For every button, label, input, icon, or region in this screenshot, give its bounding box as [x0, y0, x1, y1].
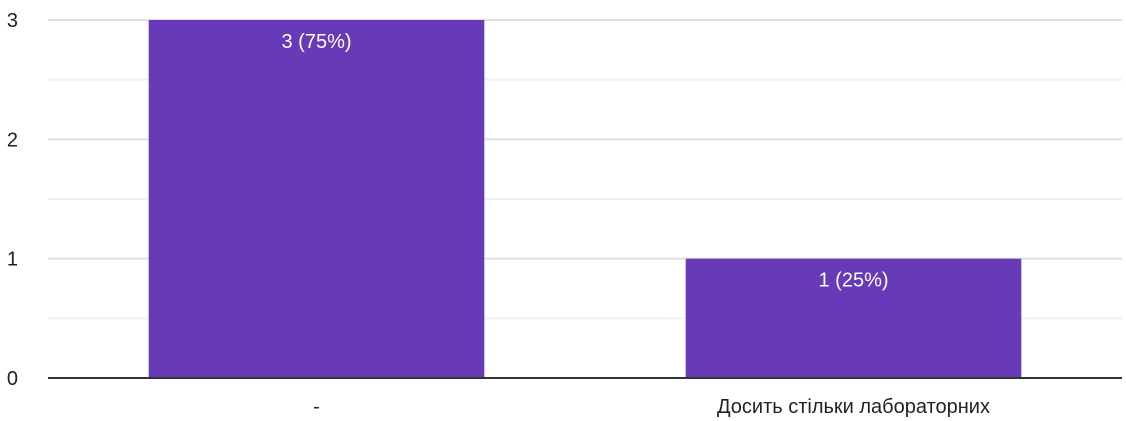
bar-0	[148, 20, 485, 378]
bar-1	[685, 258, 1022, 378]
data-label-0: 3 (75%)	[281, 31, 351, 53]
y-tick-label: 3	[7, 10, 18, 32]
category-label-1: Досить стільки лабораторних	[717, 396, 990, 418]
y-tick-label: 2	[7, 129, 18, 151]
data-label-1: 1 (25%)	[818, 270, 888, 292]
category-label-0: -	[313, 396, 320, 418]
y-tick-label: 0	[7, 368, 18, 390]
bars	[148, 20, 1022, 378]
y-tick-label: 1	[7, 249, 18, 271]
labels: 3 (75%) - 1 (25%) Досить стільки лабораторн…	[7, 10, 990, 418]
